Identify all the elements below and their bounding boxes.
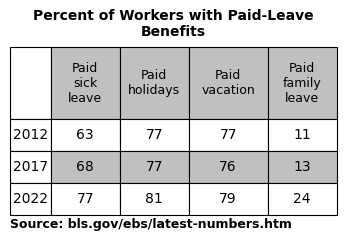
Text: 81: 81 (145, 192, 163, 206)
Text: Paid
vacation: Paid vacation (201, 69, 255, 97)
Bar (51, 183, 120, 215)
Text: 2017: 2017 (13, 160, 48, 174)
Text: 24: 24 (293, 192, 311, 206)
Bar (120, 151, 189, 183)
Text: 79: 79 (219, 192, 237, 206)
Bar (268, 183, 337, 215)
Text: 63: 63 (76, 128, 94, 142)
Text: 77: 77 (145, 160, 163, 174)
Bar (10, 119, 51, 151)
Text: 77: 77 (145, 128, 163, 142)
Bar (268, 119, 337, 151)
Text: Paid
family
leave: Paid family leave (283, 62, 322, 105)
Bar (10, 183, 51, 215)
Bar (10, 47, 51, 119)
Text: Paid
holidays: Paid holidays (128, 69, 180, 97)
Text: 2022: 2022 (13, 192, 48, 206)
Bar (189, 183, 268, 215)
Bar (268, 47, 337, 119)
Text: Percent of Workers with Paid-Leave
Benefits: Percent of Workers with Paid-Leave Benef… (33, 9, 314, 39)
Bar (51, 151, 120, 183)
Bar (268, 151, 337, 183)
Bar (10, 151, 51, 183)
Text: 13: 13 (293, 160, 311, 174)
Text: Source: bls.gov/ebs/latest-numbers.htm: Source: bls.gov/ebs/latest-numbers.htm (10, 218, 292, 231)
Bar (51, 47, 120, 119)
Text: 2012: 2012 (13, 128, 48, 142)
Bar (51, 119, 120, 151)
Bar (120, 119, 189, 151)
Bar (189, 151, 268, 183)
Text: 77: 77 (219, 128, 237, 142)
Text: 68: 68 (76, 160, 94, 174)
Text: 77: 77 (76, 192, 94, 206)
Bar (189, 119, 268, 151)
Text: 11: 11 (293, 128, 311, 142)
Text: 76: 76 (219, 160, 237, 174)
Text: Paid
sick
leave: Paid sick leave (68, 62, 102, 105)
Bar (120, 47, 189, 119)
Bar (189, 47, 268, 119)
Bar (120, 183, 189, 215)
